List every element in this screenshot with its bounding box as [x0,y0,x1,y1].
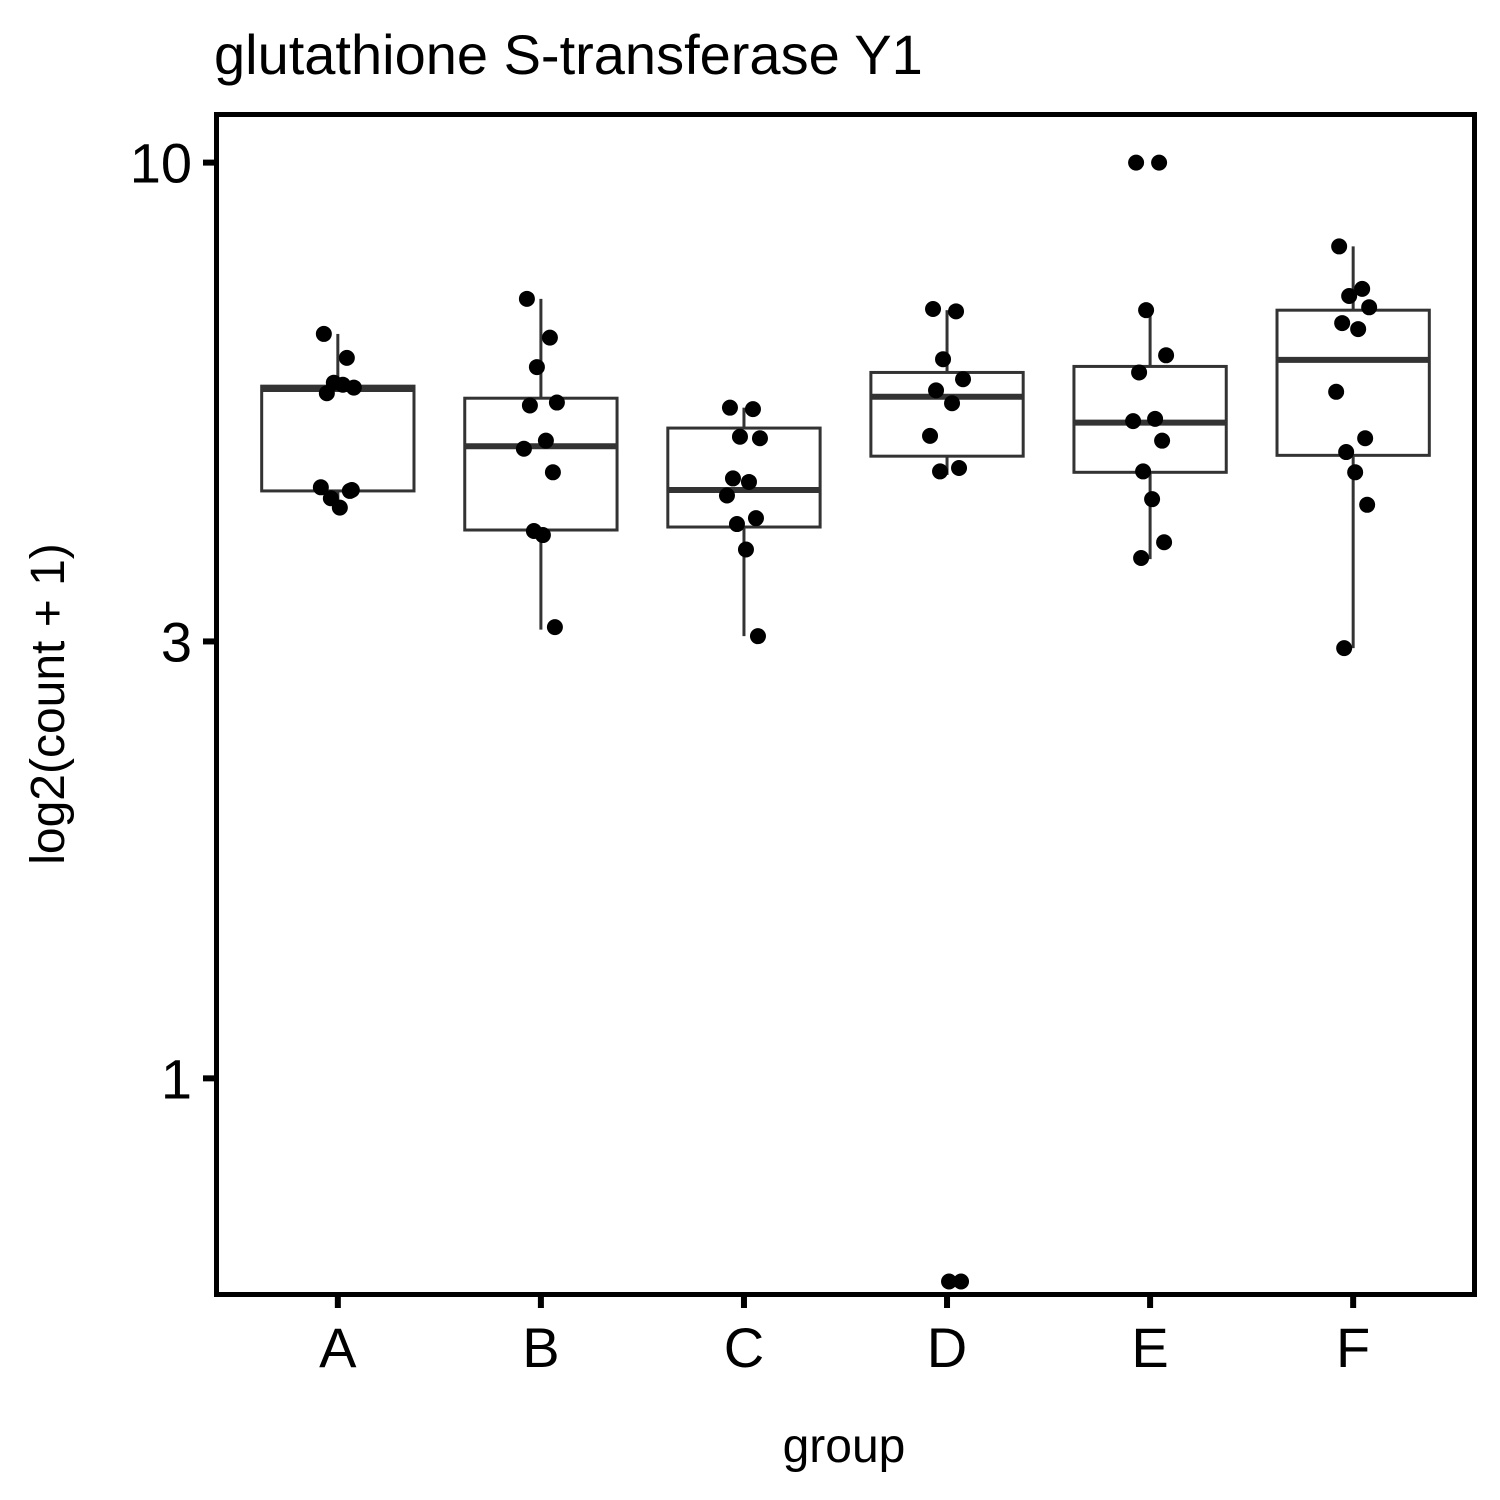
data-point [546,619,563,636]
data-point [541,329,558,346]
data-point [951,459,968,476]
data-point [334,376,351,393]
box-group-D [869,310,1025,475]
x-tick-label: F [1336,1316,1370,1379]
box-group-A [260,333,416,506]
x-axis-title: group [783,1420,906,1473]
data-point [1135,463,1152,480]
data-point [747,510,764,527]
data-point [749,628,766,645]
x-tick-label: A [319,1316,357,1379]
data-point [1357,430,1374,447]
data-point [1138,302,1155,319]
data-point [721,399,738,416]
box-group-E [1072,310,1228,560]
data-point [935,351,952,368]
data-point [548,394,565,411]
data-point [1144,491,1161,508]
box-group-C [666,407,822,637]
data-point [315,325,332,342]
data-point [1133,550,1150,567]
points-C [718,399,768,645]
box-group-B [463,298,619,630]
data-point [944,395,961,412]
x-tick-label: C [724,1316,764,1379]
data-point [1156,534,1173,551]
points-E [1125,154,1175,567]
points-D [922,301,972,1290]
data-point [1354,280,1371,297]
data-point [737,541,754,558]
data-point [1334,315,1351,332]
x-tick-label: D [927,1316,967,1379]
data-point [925,301,942,318]
data-point [544,464,561,481]
y-axis-title: log2(count + 1) [22,543,75,865]
data-point [1331,238,1348,255]
data-point [953,1273,970,1290]
data-point [518,290,535,307]
data-point [1361,299,1378,316]
points-F [1328,238,1378,657]
y-tick-label: 1 [161,1047,192,1110]
data-point [731,428,748,445]
panel-border [214,112,1477,1297]
data-point [1328,383,1345,400]
x-tick-label: E [1131,1316,1168,1379]
data-point [941,1273,958,1290]
x-tick-label: B [522,1316,559,1379]
data-point [338,349,355,366]
data-point [534,527,551,544]
data-point [515,440,532,457]
data-point [740,473,757,490]
data-point [948,303,965,320]
data-point [331,499,348,516]
data-point [537,432,554,449]
y-tick-label: 10 [130,132,192,195]
data-point [724,470,741,487]
data-point [1359,496,1376,513]
data-point [1147,410,1164,427]
data-point [1131,364,1148,381]
points-B [515,290,565,636]
data-point [1347,464,1364,481]
data-point [312,479,329,496]
box-body [260,384,416,493]
data-point [744,401,761,418]
plot-area [260,154,1431,1290]
box-group-F [1275,246,1431,649]
data-point [318,385,335,402]
axes: 1 3 10 A B C D E F [130,132,1371,1379]
data-point [718,487,735,504]
data-point [1341,288,1358,305]
y-tick-label: 3 [161,610,192,673]
box-body [869,370,1025,458]
data-point [1350,321,1367,338]
data-point [343,482,360,499]
data-point [1336,640,1353,657]
points-A [312,325,362,516]
data-point [751,430,768,447]
data-point [922,427,939,444]
data-point [728,516,745,533]
data-point [1338,444,1355,461]
data-point [955,371,972,388]
data-point [1125,413,1142,430]
data-point [1158,347,1175,364]
chart-title: glutathione S-transferase Y1 [214,23,923,86]
data-point [928,382,945,399]
box-body [463,396,619,532]
data-point [1151,154,1168,171]
data-point [521,397,538,414]
data-point [932,463,949,480]
data-point [1128,154,1145,171]
data-point [528,359,545,376]
data-point [1154,432,1171,449]
